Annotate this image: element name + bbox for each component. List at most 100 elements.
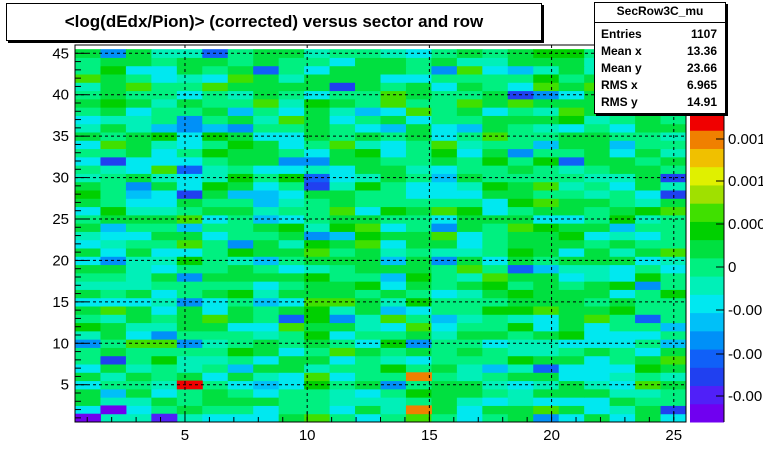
heatmap-cell <box>329 289 356 299</box>
heatmap-cell <box>304 322 331 332</box>
heatmap-cell <box>355 181 381 191</box>
heatmap-cell <box>100 190 127 199</box>
heatmap-cell <box>431 223 458 232</box>
heatmap-cell <box>609 314 636 324</box>
heatmap-cell <box>329 272 356 282</box>
heatmap-cell <box>227 98 254 108</box>
heatmap-cell <box>482 248 509 257</box>
heatmap-cell <box>253 173 280 183</box>
heatmap-cell <box>431 372 458 382</box>
heatmap-cell <box>380 314 407 324</box>
heatmap-cell <box>75 123 101 133</box>
heatmap-cell <box>151 65 178 75</box>
heatmap-cell <box>533 140 560 150</box>
palette-segment <box>690 112 724 131</box>
heatmap-cell-highlight <box>100 405 127 415</box>
heatmap-cell <box>278 239 305 249</box>
heatmap-cell <box>355 314 381 324</box>
heatmap-cell <box>558 272 585 282</box>
heatmap-cell <box>227 397 254 406</box>
heatmap-cell <box>100 148 127 158</box>
heatmap-cell <box>660 256 687 266</box>
heatmap-cell <box>100 388 127 398</box>
heatmap-cell <box>584 239 611 249</box>
heatmap-cell <box>431 380 458 390</box>
heatmap-cell <box>405 355 432 365</box>
heatmap-cell <box>507 289 534 299</box>
heatmap-cell <box>431 173 458 183</box>
heatmap-cell <box>75 223 101 232</box>
heatmap-cell <box>278 372 305 382</box>
stats-box: SecRow3C_mu Entries 1107 Mean x 13.36 Mean… <box>594 2 726 114</box>
heatmap-cell <box>329 281 356 290</box>
heatmap-cell <box>609 322 636 332</box>
heatmap-cell <box>278 272 305 282</box>
heatmap-cell <box>202 281 229 290</box>
heatmap-cell <box>304 289 331 299</box>
heatmap-cell <box>405 281 432 290</box>
heatmap-cell <box>176 388 203 398</box>
heatmap-cell <box>278 82 305 92</box>
heatmap-cell <box>125 413 152 423</box>
heatmap-cell <box>609 123 636 133</box>
heatmap-cell <box>304 281 331 290</box>
heatmap-cell <box>405 181 432 191</box>
heatmap-cell <box>405 248 432 257</box>
heatmap-cell <box>329 132 356 141</box>
heatmap-cell <box>380 289 407 299</box>
heatmap-cell <box>355 405 381 415</box>
z-tick-label: -0.00 <box>728 388 762 405</box>
heatmap-cell <box>151 380 178 390</box>
heatmap-cell <box>278 107 305 116</box>
heatmap-cell <box>405 272 432 282</box>
heatmap-cell <box>635 364 662 373</box>
heatmap-cell <box>380 74 407 83</box>
heatmap-cell <box>380 388 407 398</box>
heatmap-cell <box>253 214 280 224</box>
heatmap-cell <box>202 140 229 150</box>
y-axis: 5 10 15 20 25 30 35 40 45 <box>52 45 87 419</box>
heatmap-cell <box>329 206 356 216</box>
heatmap-cell <box>380 82 407 92</box>
heatmap-cell <box>304 65 331 75</box>
heatmap-cell <box>507 107 534 116</box>
heatmap-cell <box>75 289 101 299</box>
heatmap-cell <box>329 156 356 166</box>
heatmap-cell <box>176 364 203 373</box>
heatmap-cell <box>482 231 509 241</box>
heatmap-cell <box>100 314 127 324</box>
heatmap-cell <box>176 272 203 282</box>
heatmap-cell <box>304 156 331 166</box>
heatmap-cell <box>380 347 407 357</box>
heatmap-cell <box>558 397 585 406</box>
y-tick-label: 40 <box>52 87 69 104</box>
heatmap-cell <box>584 190 611 199</box>
heatmap-cell <box>660 380 687 390</box>
heatmap-cell <box>227 372 254 382</box>
heatmap-cell <box>75 347 101 357</box>
palette-segment <box>690 385 724 405</box>
heatmap-cell <box>151 256 178 266</box>
heatmap-cell <box>584 281 611 290</box>
heatmap-cell <box>482 206 509 216</box>
heatmap-cell <box>253 380 280 390</box>
heatmap-cell <box>482 347 509 357</box>
heatmap-cell <box>176 322 203 332</box>
palette-segment <box>690 349 724 368</box>
heatmap-cell <box>584 289 611 299</box>
heatmap-cell <box>100 140 127 150</box>
heatmap-cell <box>584 156 611 166</box>
heatmap-cell <box>482 281 509 290</box>
heatmap-cell <box>380 181 407 191</box>
heatmap-cell <box>533 206 560 216</box>
x-tick-label: 10 <box>299 427 316 444</box>
heatmap-cell <box>176 181 203 191</box>
heatmap-cell <box>304 74 331 83</box>
heatmap-cell <box>151 405 178 415</box>
y-tick-label: 5 <box>61 377 69 394</box>
heatmap-cell <box>507 364 534 373</box>
heatmap-cell <box>176 82 203 92</box>
heatmap-cell <box>100 206 127 216</box>
heatmap-cell <box>431 206 458 216</box>
heatmap-cell <box>380 57 407 67</box>
